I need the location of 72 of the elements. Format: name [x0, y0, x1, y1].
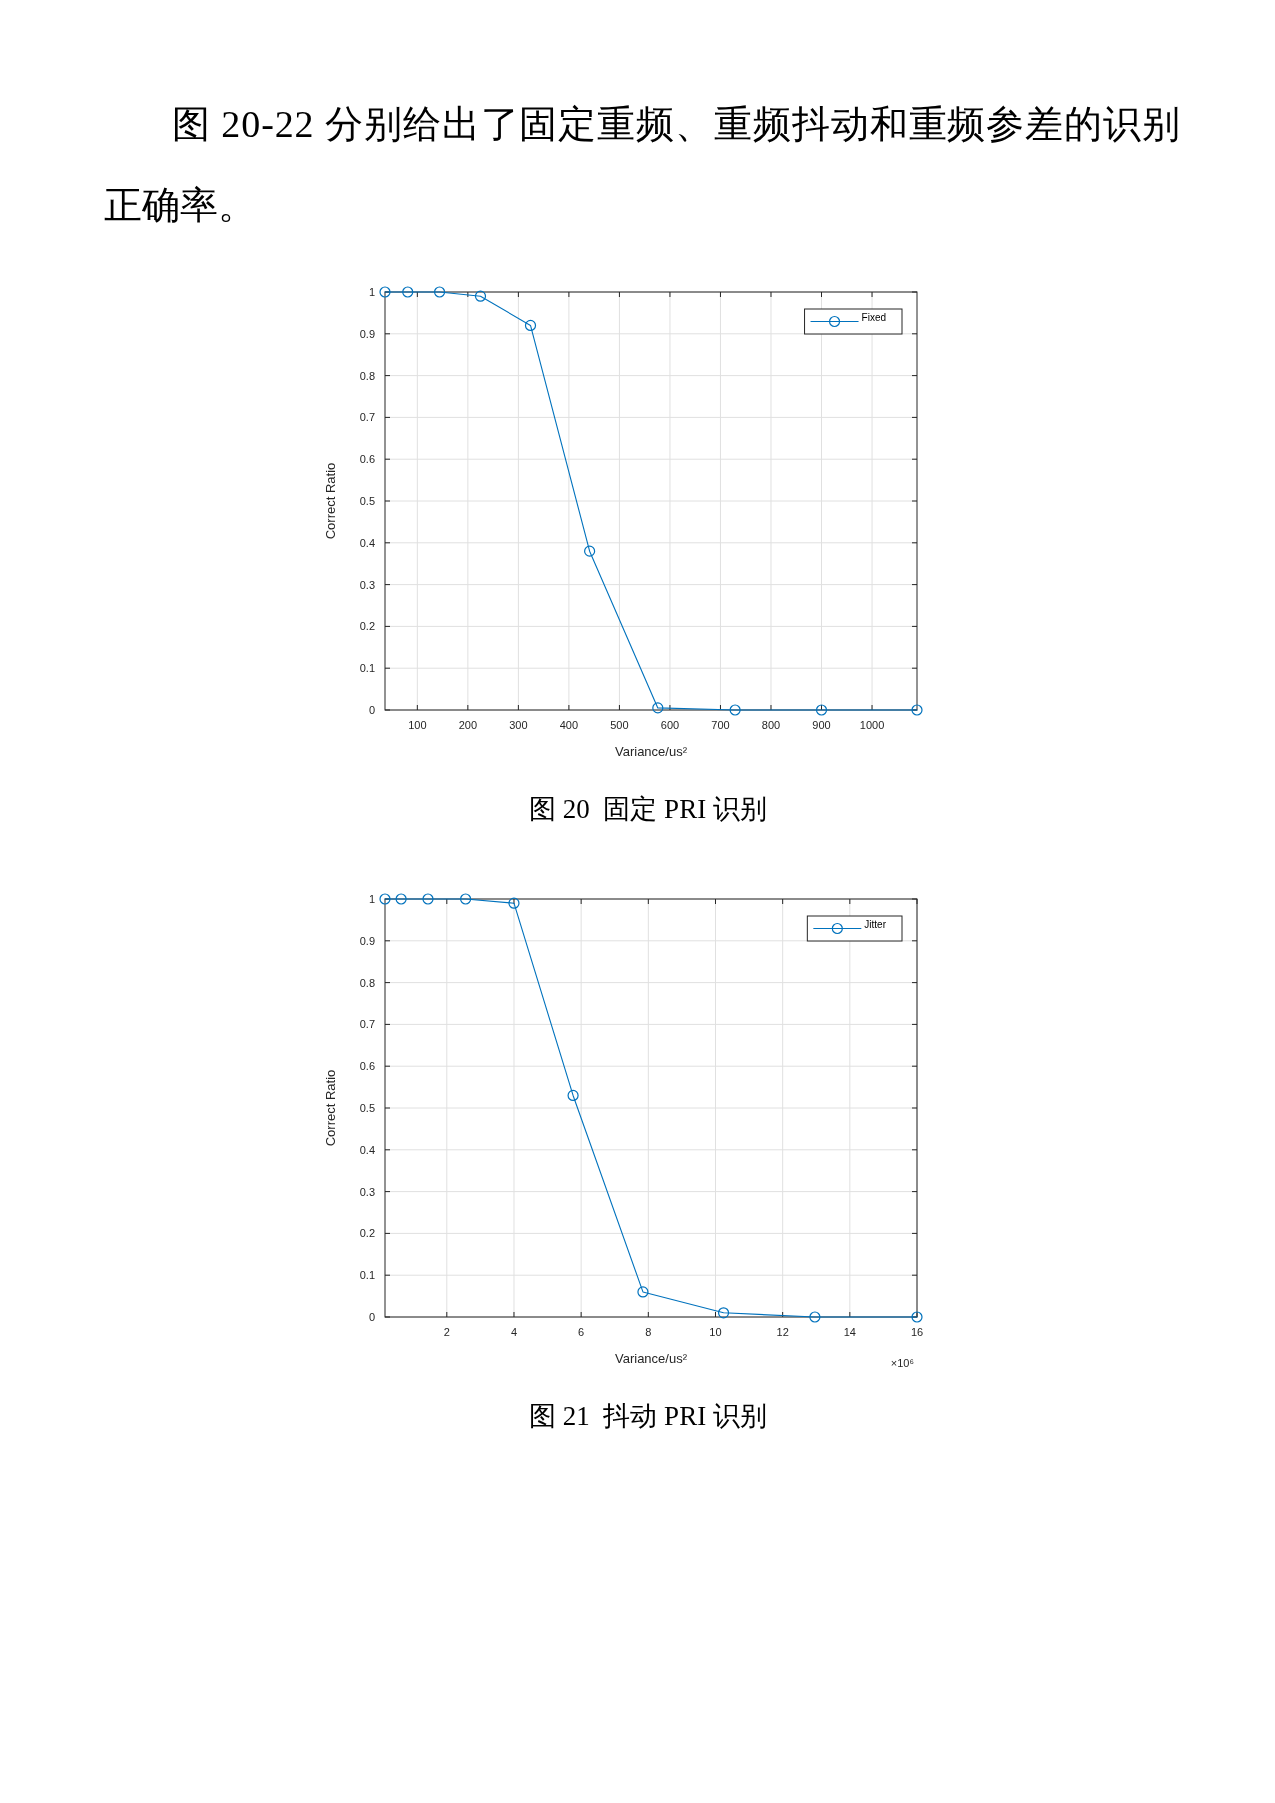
y-axis-title: Correct Ratio: [323, 462, 338, 540]
y-tick-label: 0.7: [359, 411, 375, 424]
y-tick-label: 0.1: [359, 1269, 375, 1282]
y-tick-label: 0.3: [359, 578, 375, 591]
point: [379, 893, 391, 905]
point: [729, 704, 741, 716]
text: 图 20 固定 PRI 识别: [529, 794, 767, 824]
y-tick-label: 1: [368, 893, 375, 905]
y-tick-label: 0: [368, 1311, 375, 1323]
y-tick-label: 0: [368, 704, 375, 716]
x-tick-label: 12: [776, 1326, 789, 1338]
legend-label: Jitter: [864, 918, 887, 930]
point: [395, 893, 407, 905]
y-tick-label: 0.8: [359, 976, 375, 989]
x-tick-label: 500: [610, 719, 629, 731]
point: [911, 1311, 923, 1323]
x-tick-label: 10: [709, 1326, 722, 1338]
point: [379, 286, 391, 298]
point: [474, 290, 487, 302]
x-axis-title: Variance/us²: [614, 1351, 688, 1366]
y-tick-label: 0.7: [359, 1018, 375, 1031]
point: [508, 897, 520, 909]
point: [433, 286, 446, 298]
x-tick-label: 6: [578, 1326, 585, 1338]
point: [524, 319, 537, 332]
y-tick-label: 0.9: [359, 327, 375, 340]
x-tick-label: 900: [812, 719, 831, 731]
x-tick-label: 600: [660, 719, 680, 731]
point: [402, 286, 414, 298]
x-tick-label: 200: [458, 719, 478, 731]
y-tick-label: 0.4: [359, 536, 375, 549]
y-tick-label: 0.6: [359, 453, 375, 466]
x-axis-title: Variance/us²: [614, 744, 688, 759]
y-tick-label: 0.9: [359, 934, 375, 947]
x-tick-label: 700: [711, 719, 730, 731]
y-tick-label: 0.1: [359, 662, 375, 675]
legend: Fixed: [804, 308, 903, 335]
x-tick-label: 16: [910, 1326, 924, 1338]
point: [717, 1307, 730, 1319]
paragraph: 图 20-22 分别给出了固定重频、重频抖动和重频参差的识别正确率。: [104, 103, 1180, 226]
y-tick-label: 0.2: [359, 1227, 375, 1240]
point: [584, 545, 596, 557]
point: [815, 704, 828, 716]
legend: Jitter: [806, 915, 903, 942]
y-tick-label: 0.3: [359, 1185, 375, 1198]
x-tick-label: 4: [510, 1326, 518, 1338]
x-tick-label: 800: [761, 719, 781, 731]
x-tick-label: 100: [408, 719, 427, 731]
y-tick-label: 0.5: [359, 495, 375, 507]
x-tick-label: 300: [509, 719, 528, 731]
point: [460, 893, 472, 905]
x-tick-label: 1000: [859, 719, 885, 731]
x-tick-label: 400: [559, 719, 579, 731]
point: [422, 893, 434, 905]
point: [809, 1311, 821, 1323]
point: [567, 1089, 579, 1102]
y-axis-title: Correct Ratio: [323, 1069, 338, 1147]
text: ×10⁶: [890, 1357, 914, 1369]
y-tick-label: 0.8: [359, 369, 375, 382]
y-tick-label: 1: [368, 286, 375, 298]
point: [911, 704, 923, 716]
x-tick-label: 8: [645, 1326, 652, 1338]
y-tick-label: 0.5: [359, 1102, 375, 1114]
text: 图 21 抖动 PRI 识别: [529, 1401, 767, 1431]
y-tick-label: 0.2: [359, 620, 375, 633]
point: [637, 1286, 649, 1298]
x-tick-label: 14: [843, 1326, 856, 1338]
y-tick-label: 0.4: [359, 1143, 375, 1156]
x-tick-label: 2: [443, 1326, 450, 1338]
legend-label: Fixed: [861, 311, 886, 323]
point: [652, 702, 664, 714]
y-tick-label: 0.6: [359, 1060, 375, 1073]
